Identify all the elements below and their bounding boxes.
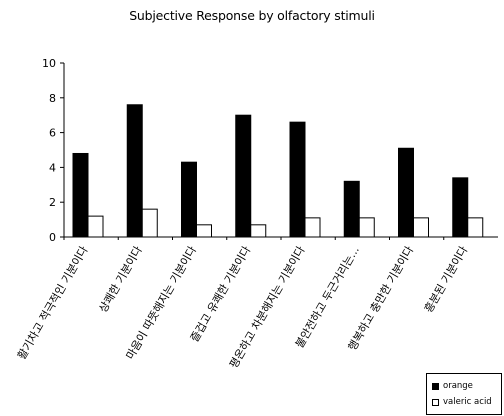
x-category-label: 활기차고 적극적인 기분이다 [14,244,90,362]
bar-series-2 [304,217,321,238]
bar-series-1 [126,104,143,238]
bar-series-1 [235,114,252,238]
y-tick-label: 4 [49,161,56,174]
legend-item-series-2: valeric acid [432,395,492,409]
bar-series-1 [72,152,89,238]
legend-swatch-series-1 [432,382,439,390]
x-category-label: 즐겁고 유쾌한 기분이다 [188,244,253,344]
bar-series-2 [413,217,429,238]
y-tick-label: 2 [49,196,56,209]
bar-series-2 [467,217,484,238]
bar-series-1 [181,161,197,238]
bar-series-1 [452,177,469,238]
legend-swatch-series-2 [432,398,439,406]
y-tick-label: 10 [42,57,56,70]
bar-series-2 [358,217,375,238]
bar-series-1 [398,147,414,238]
bar-series [63,104,484,240]
y-tick-label: 6 [49,127,56,140]
legend-label-series-2: valeric acid [443,397,492,407]
x-category-label: 불안전하고 두근거리는... [292,244,362,351]
y-axis-ticks: 0 2 4 6 8 10 [42,57,64,244]
x-category-label: 흥분된 기분이다 [421,244,470,315]
legend-label-series-1: orange [443,381,473,391]
chart-title: Subjective Response by olfactory stimuli [129,8,375,23]
chart-legend: orange valeric acid [426,373,502,415]
bar-series-1 [289,121,306,238]
y-tick-label: 0 [49,231,56,244]
bar-series-2 [196,224,212,238]
legend-item-series-1: orange [432,379,473,393]
bar-series-1 [343,180,360,238]
y-tick-label: 8 [49,92,56,105]
x-category-label: 상쾌한 기분이다 [96,244,144,315]
bar-series-2 [250,224,267,238]
bar-series-2 [87,215,104,238]
bar-series-2 [141,208,158,238]
